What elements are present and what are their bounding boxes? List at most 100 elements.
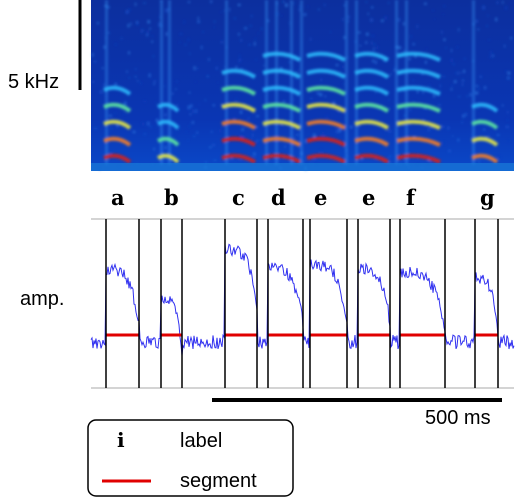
- spectrogram-speckle: [213, 26, 215, 29]
- spectrogram-speckle: [495, 17, 498, 22]
- spectrogram-speckle: [335, 64, 339, 66]
- spectrogram-speckle: [96, 125, 99, 127]
- spectrogram-speckle: [108, 114, 112, 117]
- spectrogram-speckle: [152, 55, 155, 58]
- spectrogram-speckle: [317, 8, 320, 11]
- spectrogram-speckle: [422, 118, 425, 122]
- spectrogram-speckle: [139, 82, 142, 85]
- spectrogram-speckle: [372, 59, 375, 63]
- spectrogram-speckle: [443, 4, 446, 8]
- spectrogram-speckle: [465, 112, 467, 117]
- spectrogram-speckle: [216, 159, 219, 161]
- spectrogram-speckle: [342, 17, 344, 22]
- spectrogram-speckle: [260, 27, 263, 30]
- harmonic-band: [221, 102, 257, 113]
- spectrogram-speckle: [153, 80, 156, 83]
- spectrogram-speckle: [450, 58, 454, 63]
- spectrogram-speckle: [190, 104, 193, 108]
- spectrogram-speckle: [367, 12, 369, 16]
- spectrogram-speckle: [125, 9, 129, 14]
- spectrogram-speckle: [320, 78, 322, 82]
- spectrogram-speckle: [185, 131, 188, 133]
- spectrogram-speckle: [410, 35, 413, 39]
- harmonic-band: [471, 153, 499, 164]
- spectrogram-speckle: [229, 7, 231, 12]
- spectrogram-speckle: [425, 48, 428, 50]
- spectrogram-streak: [355, 0, 358, 165]
- spectrogram-speckle: [187, 139, 189, 141]
- spectrogram-speckle: [183, 19, 186, 24]
- spectrogram-speckle: [463, 69, 466, 73]
- legend: i label segment: [87, 419, 294, 497]
- spectrogram-speckle: [403, 22, 405, 26]
- spectrogram-speckle: [338, 128, 342, 133]
- spectrogram-speckle: [106, 5, 110, 9]
- spectrogram-speckle: [198, 104, 201, 106]
- spectrogram-speckle: [349, 125, 353, 129]
- spectrogram-speckle: [501, 104, 504, 107]
- spectrogram-speckle: [337, 111, 340, 113]
- spectrogram-speckle: [450, 48, 453, 53]
- spectrogram-speckle: [91, 53, 94, 57]
- spectrogram-speckle: [149, 126, 152, 128]
- spectrogram-speckle: [303, 13, 307, 16]
- spectrogram-speckle: [504, 70, 508, 72]
- spectrogram-speckle: [254, 41, 256, 46]
- spectrogram-streak: [395, 0, 398, 165]
- spectrogram-speckle: [134, 2, 137, 6]
- harmonic-band: [221, 68, 257, 79]
- spectrogram-speckle: [296, 94, 299, 96]
- spectrogram-speckle: [267, 19, 270, 23]
- spectrogram-speckle: [235, 66, 238, 69]
- spectrogram-speckle: [507, 110, 509, 114]
- spectrogram-speckle: [314, 157, 316, 161]
- spectrogram-speckle: [108, 152, 112, 155]
- harmonic-band: [306, 153, 346, 164]
- harmonic-band: [156, 136, 180, 147]
- spectrogram-speckle: [146, 33, 149, 37]
- spectrogram-speckle: [310, 37, 312, 42]
- harmonic-band: [306, 51, 346, 62]
- spectrogram-speckle: [217, 82, 219, 84]
- spectrogram-speckle: [390, 105, 393, 110]
- spectrogram-speckle: [477, 161, 481, 163]
- harmonic-band: [396, 119, 441, 130]
- spectrogram-speckle: [298, 8, 301, 12]
- harmonic-band: [262, 68, 301, 79]
- spectrogram-speckle: [454, 72, 457, 74]
- spectrogram-streak: [472, 0, 475, 165]
- spectrogram-speckle: [134, 76, 137, 78]
- spectrogram-speckle: [397, 18, 401, 22]
- legend-box: [87, 419, 294, 497]
- spectrogram-speckle: [218, 128, 222, 133]
- spectrogram-speckle: [371, 34, 375, 37]
- spectrogram-speckle: [343, 36, 346, 40]
- spectrogram-speckle: [510, 36, 513, 40]
- spectrogram-speckle: [506, 118, 509, 121]
- spectrogram-speckle: [110, 128, 113, 131]
- syllable-label-b: b: [164, 185, 179, 210]
- spectrogram-speckle: [191, 121, 195, 124]
- spectrogram-speckle: [448, 149, 451, 153]
- spectrogram-speckle: [209, 146, 212, 149]
- spectrogram-speckle: [97, 21, 99, 25]
- spectrogram-speckle: [304, 139, 306, 144]
- spectrogram-speckle: [132, 130, 136, 134]
- spectrogram-speckle: [249, 24, 252, 27]
- spectrogram-speckle: [388, 2, 390, 4]
- spectrogram-speckle: [247, 116, 250, 120]
- spectrogram-speckle: [452, 135, 454, 137]
- spectrogram-speckle: [188, 124, 191, 129]
- spectrogram-speckle: [370, 41, 373, 45]
- spectrogram-speckle: [213, 159, 217, 161]
- spectrogram-speckle: [479, 75, 483, 78]
- harmonic-band: [156, 119, 180, 130]
- spectrogram-speckle: [212, 104, 215, 107]
- spectrogram-speckle: [256, 115, 259, 118]
- spectrogram-speckle: [197, 20, 200, 24]
- spectrogram-speckle: [359, 45, 362, 47]
- spectrogram-speckle: [237, 3, 241, 7]
- spectrogram-speckle: [408, 57, 411, 61]
- spectrogram-speckle: [462, 114, 465, 118]
- spectrogram-speckle: [255, 58, 258, 61]
